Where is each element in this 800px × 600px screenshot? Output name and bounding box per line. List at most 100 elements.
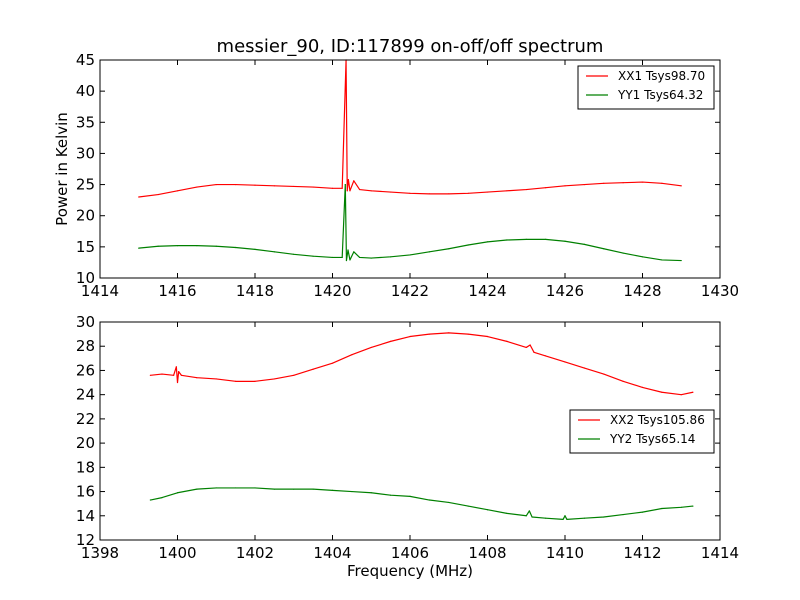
y-axis-label: Power in Kelvin [53, 112, 71, 226]
data-point [293, 374, 295, 376]
y-tick-label: 12 [76, 531, 95, 549]
data-point [254, 487, 256, 489]
data-point [273, 251, 275, 253]
data-point [312, 368, 314, 370]
x-axis-label: Frequency (MHz) [347, 562, 473, 580]
data-point [390, 256, 392, 258]
legend-entry: YY2 Tsys65.14 [609, 432, 695, 446]
data-point [293, 185, 295, 188]
data-point [467, 244, 469, 246]
data-point [178, 371, 180, 373]
data-point [680, 259, 682, 262]
chart-title: messier_90, ID:117899 on-off/off spectru… [217, 36, 604, 57]
data-point [506, 340, 508, 342]
y-tick-label: 30 [76, 144, 95, 162]
data-point [680, 394, 682, 396]
y-tick-label: 35 [76, 113, 95, 131]
data-point [161, 373, 163, 375]
y-tick-label: 25 [76, 176, 95, 194]
data-point [428, 499, 430, 501]
data-point [370, 190, 372, 192]
data-point [344, 183, 346, 186]
data-point [390, 340, 392, 342]
data-point [641, 256, 644, 258]
y-tick-label: 20 [76, 207, 95, 225]
data-point [149, 374, 151, 376]
top-panel: 1414 1416 1418 1420 1422 1424 1426 1428 1430 10 15… [53, 51, 739, 300]
data-point [467, 505, 469, 507]
data-point [486, 241, 489, 243]
legend-entry: XX1 Tsys98.70 [618, 69, 705, 83]
data-point [341, 256, 343, 259]
data-point [353, 180, 355, 182]
data-point [564, 361, 566, 363]
legend-box [569, 409, 715, 454]
data-point [545, 355, 547, 357]
data-point [525, 188, 527, 191]
data-point [293, 253, 295, 255]
data-point [531, 516, 533, 518]
data-point [661, 182, 663, 184]
data-point [349, 259, 351, 261]
legend-box [577, 65, 715, 110]
data-point [215, 183, 217, 186]
data-point [583, 183, 585, 186]
data-point [173, 374, 175, 376]
data-point [622, 513, 624, 516]
data-point [545, 238, 547, 240]
data-point [138, 196, 140, 198]
data-point [448, 248, 450, 250]
x-tick-label: 1404 [313, 544, 351, 562]
data-point [254, 184, 256, 186]
data-point [428, 251, 430, 253]
y-tick-label: 40 [76, 82, 95, 100]
data-point [349, 190, 351, 192]
x-tick-label: 1398 [81, 544, 119, 562]
x-tick-label: 1424 [468, 282, 506, 300]
data-point [347, 249, 349, 251]
data-point [331, 256, 334, 259]
data-point [622, 182, 624, 184]
y-tick-label: 22 [76, 410, 95, 428]
data-point [176, 492, 179, 494]
data-point [370, 257, 372, 259]
data-point [428, 193, 430, 195]
data-point [353, 251, 355, 253]
data-point [196, 377, 198, 379]
data-point [448, 501, 450, 504]
x-tick-label: 1422 [391, 282, 429, 300]
legend-entry: XX2 Tsys105.86 [610, 413, 705, 427]
data-point [583, 367, 585, 369]
data-point [448, 332, 450, 334]
data-point [564, 515, 566, 517]
data-point [680, 506, 682, 508]
x-tick-label: 1420 [313, 282, 351, 300]
data-point [180, 374, 182, 376]
x-tick-label: 1416 [158, 282, 196, 300]
y-tick-label: 18 [76, 458, 95, 476]
data-point [370, 492, 372, 494]
data-point [428, 333, 430, 335]
data-point [528, 510, 530, 512]
y-tick-label: 26 [76, 361, 95, 379]
data-point [641, 386, 644, 388]
data-point [448, 193, 450, 195]
data-point [661, 259, 663, 261]
data-point [176, 381, 179, 384]
data-point [467, 192, 469, 194]
data-point [351, 490, 353, 493]
data-point [196, 245, 198, 247]
y-tick-label: 45 [76, 51, 95, 69]
data-point [622, 252, 624, 254]
data-point [215, 378, 217, 380]
data-point [692, 391, 694, 393]
data-point [603, 248, 605, 250]
data-point [331, 362, 334, 364]
y-tick-label: 24 [76, 386, 95, 404]
x-tick-label: 1412 [623, 544, 661, 562]
y-tick-label: 20 [76, 434, 95, 452]
data-point [254, 248, 256, 250]
data-point [692, 505, 694, 507]
data-point [603, 373, 605, 375]
data-point [157, 193, 159, 196]
